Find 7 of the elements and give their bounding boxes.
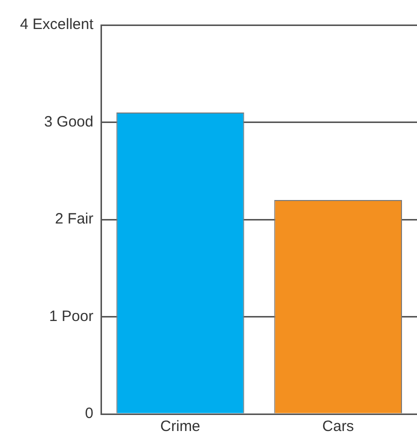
- y-tick-label: 3 Good: [44, 113, 94, 130]
- x-tick-label: Crime: [160, 418, 200, 436]
- y-tick-label: 1 Poor: [49, 308, 94, 325]
- x-tick-label: Cars: [322, 418, 354, 436]
- y-tick-label: 4 Excellent: [20, 16, 94, 34]
- y-tick-label: 2 Fair: [55, 210, 94, 228]
- y-tick-label: 0: [85, 405, 94, 422]
